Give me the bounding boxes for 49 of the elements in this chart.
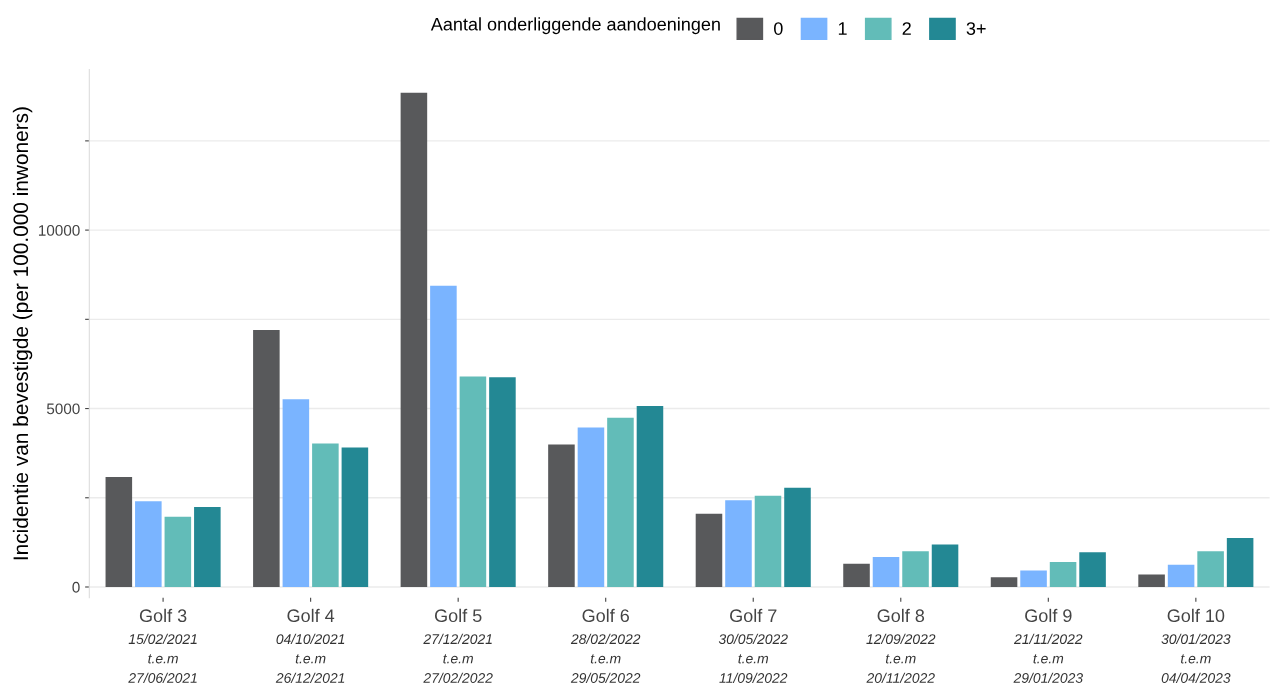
bar [194, 507, 221, 587]
bar [931, 544, 959, 587]
bar [843, 563, 870, 587]
bar [577, 427, 605, 587]
bar [1167, 564, 1195, 587]
legend-title: Aantal onderliggende aandoeningen [430, 17, 720, 35]
y-axis-title: Incidentie van bevestigde (per 100.000 inwoners) [12, 107, 33, 560]
bar [459, 376, 487, 587]
y-tick-label: 10000 [38, 224, 80, 236]
bar [430, 285, 457, 587]
bar [754, 495, 782, 587]
bar [253, 330, 280, 587]
legend-label: 0 [774, 22, 783, 35]
x-tick-label: Golf 9 21/11/2022 t.e.m 29/01/2023 [1013, 608, 1083, 683]
bar [1138, 574, 1165, 587]
bar [548, 444, 575, 587]
bar [695, 513, 723, 587]
x-tick-label: Golf 8 12/09/2022 t.e.m 20/11/2022 [866, 608, 936, 683]
bar [1049, 562, 1077, 587]
x-tick-label: Golf 3 15/02/2021 t.e.m 27/06/2021 [128, 608, 197, 683]
legend-label: 2 [902, 22, 911, 35]
bar [341, 447, 369, 587]
x-tick-label: Golf 4 04/10/2021 t.e.m 26/12/2021 [275, 608, 345, 683]
bar [1197, 551, 1224, 587]
bar [725, 500, 752, 587]
legend-label: 1 [838, 22, 847, 35]
bar [872, 557, 900, 587]
bar [607, 417, 634, 587]
x-tick-label: Golf 6 28/02/2022 t.e.m 29/05/2022 [570, 608, 641, 683]
bar [164, 516, 192, 587]
x-tick-label: Golf 10 30/01/2023 t.e.m 04/04/2023 [1161, 608, 1231, 683]
bar [902, 551, 929, 587]
legend-label: 3+ [966, 22, 986, 35]
x-tick-label: Golf 5 27/12/2021 t.e.m 27/02/2022 [423, 608, 493, 683]
bar [784, 487, 811, 587]
bar [135, 501, 162, 587]
bar [489, 377, 516, 587]
y-tick-label: 5000 [46, 403, 80, 415]
bar [1020, 570, 1047, 587]
bar [282, 399, 310, 587]
bar [1226, 538, 1254, 587]
bar [312, 443, 339, 587]
bar [400, 92, 428, 587]
y-tick-label: 0 [72, 581, 80, 593]
bar [105, 477, 133, 587]
x-tick-label: Golf 7 30/05/2022 t.e.m 11/09/2022 [718, 608, 788, 683]
bar [1079, 552, 1106, 587]
bar [636, 406, 664, 587]
bar [990, 577, 1018, 587]
